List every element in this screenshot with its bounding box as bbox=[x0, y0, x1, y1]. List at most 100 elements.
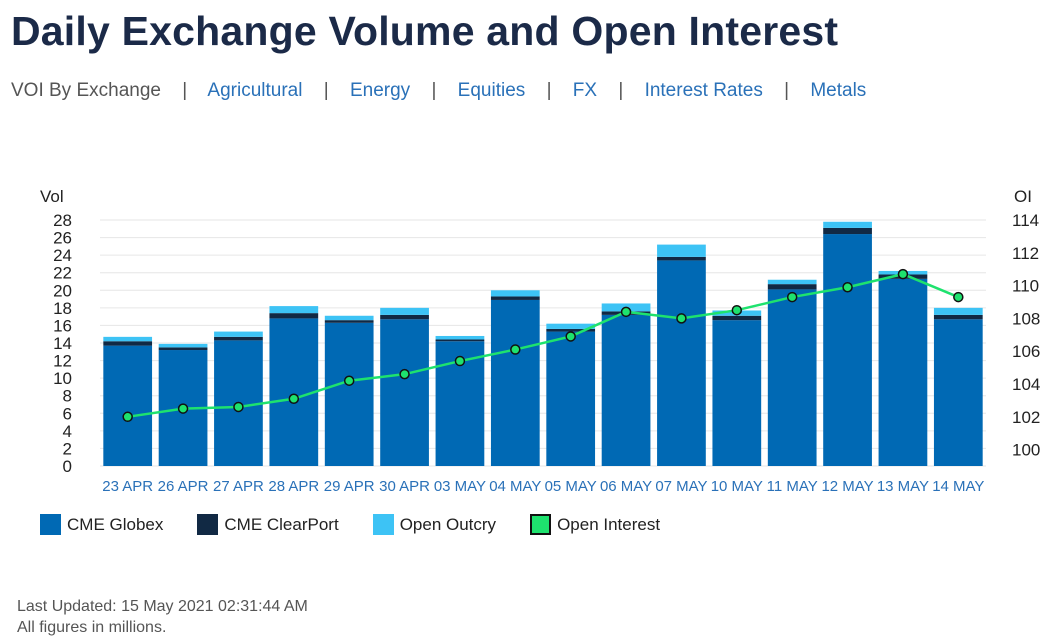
bar-cme-clearport bbox=[269, 313, 319, 319]
figures-note: All figures in millions. bbox=[17, 619, 167, 636]
x-tick-label: 29 APR bbox=[324, 478, 375, 495]
volume-oi-chart: Vol OI02468101214161820222426281001021041… bbox=[40, 187, 1040, 495]
point-open-interest bbox=[510, 344, 521, 355]
point-open-interest bbox=[620, 306, 632, 318]
bar-cme-clearport bbox=[712, 315, 762, 321]
x-tick-label: 04 MAY bbox=[489, 478, 541, 495]
bar-cme-clearport bbox=[214, 336, 263, 341]
nav-link-energy[interactable]: Energy bbox=[349, 80, 411, 101]
bar-cme-clearport bbox=[546, 328, 596, 332]
nav-link-agricultural[interactable]: Agricultural bbox=[207, 80, 303, 101]
legend-item-cme-globex[interactable]: CME Globex bbox=[40, 514, 163, 535]
y-tick-label: 22 bbox=[53, 264, 72, 283]
point-open-interest bbox=[786, 291, 798, 303]
point-open-interest bbox=[731, 304, 743, 316]
x-tick-label: 07 MAY bbox=[655, 478, 707, 495]
page-title: Daily Exchange Volume and Open Interest bbox=[11, 8, 839, 54]
legend-item-open-interest[interactable]: Open Interest bbox=[530, 514, 660, 535]
legend-label-open-interest: Open Interest bbox=[557, 514, 661, 534]
bar-cme-globex bbox=[823, 234, 872, 466]
nav-link-fx[interactable]: FX bbox=[572, 80, 598, 101]
nav-current-voi-by-exchange: VOI By Exchange bbox=[11, 80, 161, 101]
bar-cme-clearport bbox=[823, 227, 872, 235]
bar-open-outcry bbox=[380, 307, 429, 315]
legend-item-open-outcry[interactable]: Open Outcry bbox=[372, 514, 497, 535]
x-tick-label: 27 APR bbox=[213, 478, 264, 495]
x-tick-label: 13 MAY bbox=[877, 478, 929, 495]
y2-tick-label: 104 bbox=[1012, 375, 1040, 394]
nav-separator: | bbox=[546, 80, 552, 101]
legend-label-cme-clearport: CME ClearPort bbox=[224, 514, 339, 534]
point-open-interest bbox=[565, 331, 576, 342]
point-open-interest bbox=[454, 355, 466, 367]
bar-cme-globex bbox=[657, 260, 706, 466]
bar-cme-globex bbox=[878, 278, 928, 466]
nav-separator: | bbox=[323, 80, 329, 101]
point-open-interest bbox=[897, 268, 909, 280]
bar-cme-clearport bbox=[380, 314, 429, 320]
y2-tick-label: 108 bbox=[1012, 309, 1040, 328]
nav-separator: | bbox=[431, 80, 437, 101]
chart-legend: CME Globex CME ClearPort Open Outcry Ope… bbox=[40, 514, 694, 535]
legend-label-cme-globex: CME Globex bbox=[67, 514, 164, 534]
nav-separator: | bbox=[784, 80, 790, 101]
y-tick-label: 20 bbox=[53, 281, 72, 300]
point-open-interest bbox=[399, 368, 410, 380]
bar-cme-clearport bbox=[490, 296, 540, 300]
bar-open-outcry bbox=[767, 279, 817, 285]
bar-open-outcry bbox=[214, 331, 263, 337]
bar-open-outcry bbox=[324, 315, 374, 321]
y-tick-label: 24 bbox=[53, 246, 72, 265]
bar-cme-globex bbox=[380, 319, 429, 466]
x-tick-label: 12 MAY bbox=[821, 478, 873, 495]
y2-tick-label: 106 bbox=[1012, 342, 1040, 361]
y-tick-label: 26 bbox=[53, 229, 72, 248]
point-open-interest bbox=[233, 401, 244, 413]
bar-open-outcry bbox=[103, 336, 153, 342]
bar-open-outcry bbox=[158, 343, 208, 348]
y2-tick-label: 114 bbox=[1012, 211, 1039, 230]
y-tick-label: 8 bbox=[63, 387, 72, 406]
bar-cme-clearport bbox=[158, 347, 208, 351]
x-tick-label: 28 APR bbox=[268, 478, 319, 495]
point-open-interest bbox=[842, 281, 853, 293]
bar-open-outcry bbox=[490, 290, 540, 297]
legend-item-cme-clearport[interactable]: CME ClearPort bbox=[197, 514, 339, 535]
point-open-interest bbox=[122, 411, 133, 423]
legend-label-open-outcry: Open Outcry bbox=[399, 514, 497, 534]
y2-tick-label: 100 bbox=[1012, 441, 1040, 460]
bar-open-outcry bbox=[546, 323, 596, 329]
legend-swatch-open-outcry bbox=[372, 514, 394, 535]
point-open-interest bbox=[343, 375, 355, 386]
y-tick-label: 10 bbox=[53, 369, 72, 388]
nav-separator: | bbox=[182, 80, 188, 101]
bar-cme-clearport bbox=[657, 256, 706, 261]
nav-separator: | bbox=[618, 80, 624, 101]
bar-open-outcry bbox=[657, 244, 706, 257]
bar-cme-globex bbox=[767, 289, 817, 466]
y-tick-label: 14 bbox=[53, 334, 72, 353]
legend-swatch-cme-clearport bbox=[197, 514, 219, 535]
nav-link-interest-rates[interactable]: Interest Rates bbox=[644, 80, 763, 101]
point-open-interest bbox=[288, 393, 300, 405]
x-tick-label: 06 MAY bbox=[600, 478, 652, 495]
bar-open-outcry bbox=[823, 221, 872, 228]
x-tick-label: 10 MAY bbox=[711, 478, 763, 495]
x-tick-label: 05 MAY bbox=[545, 478, 597, 495]
nav-link-metals[interactable]: Metals bbox=[810, 80, 867, 101]
nav-link-equities[interactable]: Equities bbox=[457, 80, 526, 101]
y-tick-label: 4 bbox=[63, 422, 72, 441]
y2-tick-label: 110 bbox=[1012, 277, 1039, 296]
bar-cme-clearport bbox=[435, 339, 485, 342]
bar-cme-clearport bbox=[767, 284, 817, 290]
y-tick-label: 18 bbox=[53, 299, 72, 318]
x-tick-label: 11 MAY bbox=[767, 478, 818, 495]
category-nav: VOI By Exchange | Agricultural | Energy … bbox=[11, 80, 866, 102]
x-tick-label: 23 APR bbox=[102, 478, 153, 495]
x-tick-label: 03 MAY bbox=[434, 478, 486, 495]
point-open-interest bbox=[953, 291, 964, 303]
y-tick-label: 0 bbox=[63, 457, 72, 476]
bar-cme-globex bbox=[324, 322, 374, 466]
bar-cme-globex bbox=[103, 345, 153, 466]
line-open-interest bbox=[127, 272, 959, 419]
